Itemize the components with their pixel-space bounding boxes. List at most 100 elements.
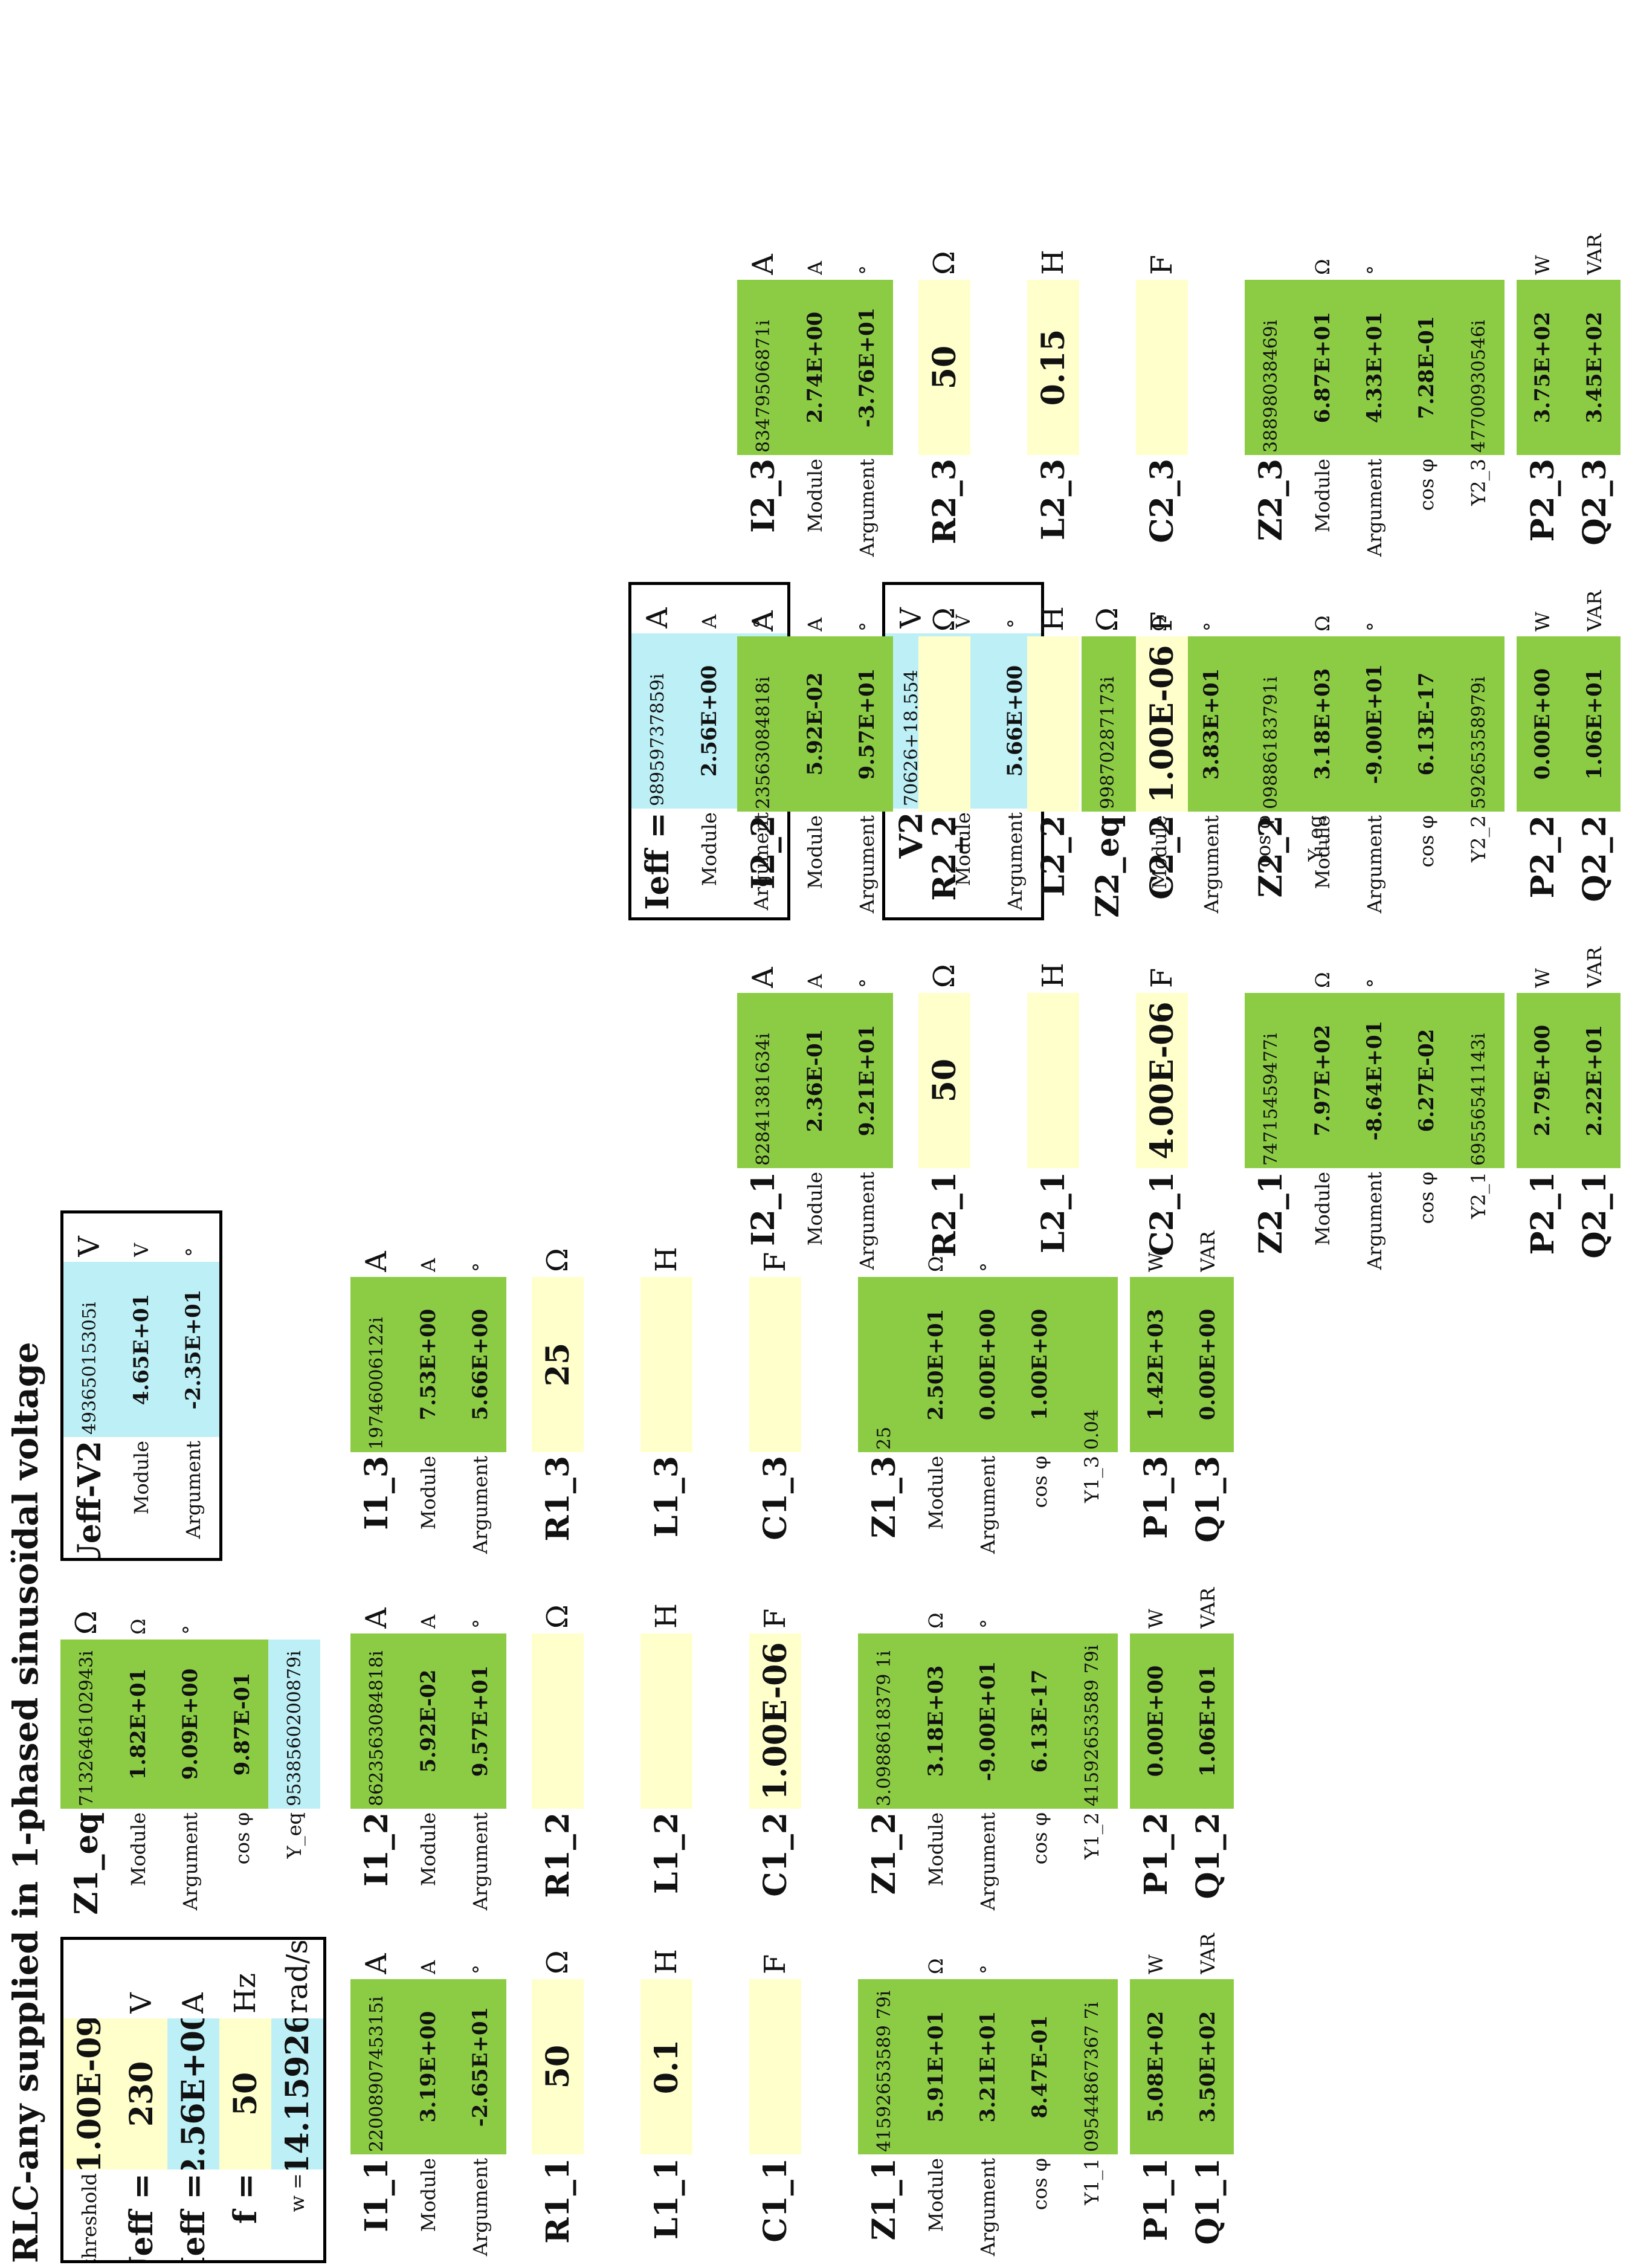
branch1-2-impedance-block-argument-value: -9.00E+01	[962, 1633, 1014, 1809]
branch2-3-l-block-l-value[interactable]: 0.15	[1027, 280, 1079, 455]
branch1-2-impedance-block-row-module: Module 3.18E+03 Ω	[910, 1579, 962, 1917]
branch1-2-power-block-row-p: P1_2 0.00E+00 W	[1130, 1579, 1182, 1917]
branch2-3-current-block-module-label: Module	[804, 459, 827, 533]
branch1-2-current-block-module-value: 5.92E-02	[402, 1633, 454, 1809]
branch1-2-power-block-q-unit: VAR	[1196, 1587, 1219, 1629]
branch1-2-current-block-i-value: 8623563084818i	[350, 1633, 402, 1809]
branch2-1-impedance-block-cos-value: 6.27E-02	[1401, 993, 1453, 1168]
branch2-2-impedance-block-z-value: 09886183791i	[1245, 636, 1297, 812]
branch1-1-impedance-block-argument-unit: °	[976, 1965, 999, 1974]
branch2-2-impedance-block-module-unit: Ω	[1311, 615, 1334, 632]
branch2-3-current-block-i-unit: A	[746, 254, 780, 275]
branch2-2-impedance-block-row-argument: Argument -9.00E+01 °	[1349, 582, 1401, 920]
ieff-block-head-value: 98959737859i	[631, 633, 683, 809]
branch1-3-c-block-c-label: C1_3	[756, 1456, 794, 1540]
branch2-1-c-block-c-value[interactable]: 4.00E-06	[1136, 993, 1188, 1168]
branch2-1-power-block-p-label: P2_1	[1524, 1172, 1561, 1255]
branch1-3-r-block-r-unit: Ω	[541, 1248, 575, 1272]
branch1-2-power-block-q-value: 1.06E+01	[1182, 1633, 1234, 1809]
branch1-3-current-block: I1_3 19746006122i A Module 7.53E+00 A Argument…	[350, 1223, 506, 1561]
branch2-1-current-block-i-label: I2_1	[744, 1172, 782, 1246]
branch2-2-r-block-r-value[interactable]	[918, 636, 970, 812]
branch2-2-impedance-block-row-cos: cos φ 6.13E-17	[1401, 582, 1453, 920]
branch2-1-power-block-q-value: 2.22E+01	[1569, 993, 1621, 1168]
branch1-3-c-block-c-value[interactable]	[749, 1277, 801, 1452]
ueff-v2-block-module-label: Module	[130, 1441, 153, 1515]
branch1-2-c-block-c-value[interactable]: 1.00E-06	[749, 1633, 801, 1809]
ueff-v2-block-row-head: Ueff-V2 4936501530​5i V	[63, 1213, 115, 1558]
branch2-3-c-block-c-value[interactable]	[1136, 280, 1188, 455]
branch2-3-current-block-row-argument: Argument -3.76E+01 °	[841, 225, 893, 564]
branch1-3-impedance-block-cos-value: 1.00E+00	[1014, 1277, 1066, 1452]
branch2-2-l-block-l-value[interactable]	[1027, 636, 1079, 812]
branch2-1-current-block-i-value: 82841381634i	[737, 993, 789, 1168]
branch2-3-current-block-i-value: 83479506871i	[737, 280, 789, 455]
branch1-2-r-block-r-value[interactable]	[532, 1633, 584, 1809]
branch1-2-impedance-block-module-unit: Ω	[924, 1612, 947, 1629]
params-block-threshold-value[interactable]: 1.00E-09	[63, 2018, 115, 2169]
branch2-1-l-block-l-value[interactable]	[1027, 993, 1079, 1168]
ieff-block-head-unit: A	[640, 607, 674, 628]
branch2-3-impedance-block-row-z: Z2_3 38898038469i	[1245, 225, 1297, 564]
z1-eq-block-argument-unit: °	[179, 1625, 202, 1635]
params-block-row-ieff: Ieff = 2.56E+00 A	[167, 1940, 219, 2260]
branch1-3-r-block-r-value[interactable]: 25	[532, 1277, 584, 1452]
branch1-1-power-block-p-label: P1_1	[1137, 2158, 1175, 2241]
branch1-3-l-block-l-value[interactable]	[640, 1277, 692, 1452]
branch1-1-current-block-module-label: Module	[417, 2158, 440, 2232]
branch1-1-impedance-block-module-unit: Ω	[924, 1958, 947, 1974]
branch2-2-r-block-r-unit: Ω	[927, 607, 961, 632]
branch2-3-power-block-row-q: Q2_3 3.45E+02 VAR	[1569, 225, 1621, 564]
ieff-block-module-value: 2.56E+00	[683, 633, 735, 809]
branch2-3-r-block-r-unit: Ω	[927, 251, 961, 275]
params-block-ieff-unit: A	[176, 1992, 210, 2014]
branch1-2-impedance-block-y-label: Y1_2	[1080, 1812, 1103, 1859]
params-block-row-f: f = 50 Hz	[219, 1940, 271, 2260]
branch2-2-c-block-c-value[interactable]: 1.00E-06	[1136, 636, 1188, 812]
branch1-1-current-block-i-unit: A	[360, 1953, 393, 1974]
z1-eq-block-argument-label: Argument	[179, 1812, 202, 1911]
branch2-2-l-block-l-label: L2_2	[1034, 815, 1072, 897]
branch2-3-current-block-i-label: I2_3	[744, 459, 782, 533]
branch2-3-power-block-p-value: 3.75E+02	[1517, 280, 1569, 455]
z1-eq-block-row-argument: Argument 9.09E+00 °	[164, 1579, 216, 1917]
branch1-2-impedance-block-row-cos: cos φ 6.13E-17	[1014, 1579, 1066, 1917]
branch2-1-current-block-argument-value: 9.21E+01	[841, 993, 893, 1168]
branch1-2-current-block: I1_2 8623563084818i A Module 5.92E-02 A Argume…	[350, 1579, 506, 1917]
ieff-block-row-head: Ieff = 98959737859i A	[631, 585, 683, 917]
params-block-f-unit: Hz	[228, 1972, 262, 2014]
branch2-2-l-block-l-unit: H	[1036, 606, 1070, 632]
branch1-1-current-block-i-value: 2200890745315i	[350, 1979, 402, 2154]
branch2-1-l-block-row-l: L2_1 H	[1027, 939, 1079, 1277]
branch2-2-impedance-block-argument-unit: °	[1363, 622, 1386, 632]
branch1-2-current-block-module-label: Module	[417, 1812, 440, 1887]
branch2-2-c-block-c-unit: F	[1145, 611, 1179, 632]
branch2-1-c-block-c-unit: F	[1145, 968, 1179, 988]
branch1-3-impedance-block-cos-label: cos φ	[1028, 1456, 1051, 1508]
branch1-1-r-block-r-value[interactable]: 50	[532, 1979, 584, 2154]
branch2-2-r-block: R2_2 Ω	[918, 582, 970, 920]
branch2-3-l-block-l-unit: H	[1036, 250, 1070, 275]
branch2-3-r-block-r-value[interactable]: 50	[918, 280, 970, 455]
ueff-v2-block-argument-value: -2.35E+01	[167, 1262, 219, 1437]
params-block-row-threshold: 0 threshold 1.00E-09	[63, 1940, 115, 2260]
branch1-1-l-block-l-value[interactable]: 0.1	[640, 1979, 692, 2154]
branch1-1-c-block-c-value[interactable]	[749, 1979, 801, 2154]
params-block-f-value[interactable]: 50	[219, 2018, 271, 2169]
branch2-3-impedance-block-y-value: 47700930546i	[1453, 280, 1505, 455]
branch1-2-l-block-l-value[interactable]	[640, 1633, 692, 1809]
branch1-2-r-block-row-r: R1_2 Ω	[532, 1579, 584, 1917]
branch1-3-power-block-q-unit: VAR	[1196, 1230, 1219, 1272]
z1-eq-block-head-label: Z1_eq	[68, 1812, 105, 1915]
branch1-1-impedance-block-z-value: 41592653589 79i	[858, 1979, 910, 2154]
branch1-1-impedance-block-row-module: Module 5.91E+01 Ω	[910, 1925, 962, 2263]
branch2-2-l-block-row-l: L2_2 H	[1027, 582, 1079, 920]
branch2-1-r-block-r-value[interactable]: 50	[918, 993, 970, 1168]
branch2-1-impedance-block: Z2_1 74715459477i Module 7.97E+02 Ω Argument -…	[1245, 939, 1505, 1277]
branch1-3-impedance-block-argument-value: 0.00E+00	[962, 1277, 1014, 1452]
params-block-ueff-value[interactable]: 230	[115, 2018, 167, 2169]
branch2-2-current-block-module-value: 5.92E-02	[789, 636, 841, 812]
branch2-2-power-block-q-unit: VAR	[1583, 590, 1606, 632]
branch2-3-impedance-block-y-label: Y2_3	[1467, 459, 1490, 506]
